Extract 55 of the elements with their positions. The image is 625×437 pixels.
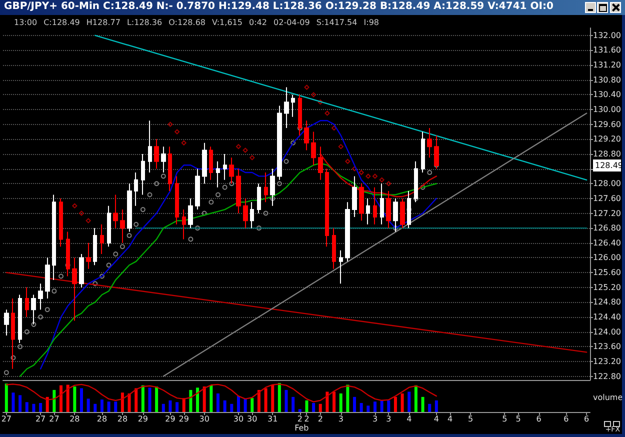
y-tick-label: 130.00: [593, 105, 621, 114]
x-tick-label: 5: [468, 414, 474, 424]
x-tick-label: 28: [70, 414, 80, 424]
x-tick-label: 30: [233, 414, 244, 424]
x-tick-label: 5: [516, 414, 521, 424]
x-tick-label: 3: [338, 414, 344, 424]
x-tick-label: 3: [386, 414, 392, 424]
x-tick-label: 2: [297, 414, 302, 424]
chart-title: GBP/JPY+ 60-Min C:128.49 N:- 0.7870 H:129.48 L:128.36 O:129.28 B:128.49 A:128.59 V:4741 OI:0: [4, 1, 554, 12]
x-tick-label: 6: [584, 414, 590, 424]
y-tick-label: 131.20: [593, 60, 621, 70]
y-tick-label: 130.40: [593, 90, 621, 100]
x-tick-label: 6: [564, 414, 569, 424]
y-axis-title: volume: [593, 393, 623, 402]
y-tick-label: 131.60: [593, 46, 621, 55]
x-tick-label: 29: [165, 414, 176, 424]
y-tick-label: 129.60: [593, 120, 621, 129]
y-tick-label: 129.20: [593, 134, 621, 144]
y-tick-label: 123.60: [593, 342, 621, 352]
x-tick-label: 28: [117, 414, 128, 424]
y-tick-label: 124.80: [593, 298, 621, 307]
x-tick-label: 28: [96, 414, 108, 424]
text: Feb: [294, 424, 309, 432]
y-tick-label: 132.00: [593, 30, 621, 40]
y-tick-label: 125.20: [593, 282, 621, 292]
y-tick-label: 127.20: [593, 208, 621, 218]
y-tick-label: 125.60: [593, 268, 621, 278]
x-tick-label: 29: [138, 414, 148, 424]
x-tick-label: 31: [268, 414, 278, 424]
x-tick-label: 6: [536, 414, 542, 424]
x-tick-label: 3: [372, 414, 378, 424]
x-tick-label: 2: [304, 414, 310, 424]
y-tick-label: 124.40: [593, 312, 621, 322]
y-tick-label: 126.00: [593, 253, 621, 262]
y-tick-label: 126.40: [593, 238, 621, 248]
x-tick-label: 27: [35, 414, 46, 424]
chart-subtitle: 13:00 C:128.49 H128.77 L:128.36 O:128.68 V:1,615 0:42 02-04-09 S:1417.54 I:98: [14, 18, 379, 27]
y-tick-label: 127.60: [593, 194, 621, 203]
x-tick-label: 5: [502, 414, 508, 424]
y-tick-label: 123.20: [593, 356, 621, 366]
x-tick-label: 4: [406, 414, 412, 424]
y-tick-label: 128.00: [593, 179, 621, 188]
x-tick-label: 27: [49, 414, 60, 424]
x-tick-label: 4: [448, 414, 453, 424]
y-tick-label: 124.00: [593, 327, 621, 336]
y-tick-label: 128.80: [593, 149, 621, 158]
x-tick-label: 30: [199, 414, 210, 424]
x-tick-label: 30: [247, 414, 258, 424]
y-tick-label: 122.80: [593, 372, 621, 381]
y-tick-label: 130.80: [593, 75, 621, 84]
x-tick-label: 27: [1, 414, 12, 424]
x-tick-label: 2: [318, 414, 323, 424]
x-tick-label: 29: [178, 414, 189, 424]
x-tick-label: 4: [434, 414, 439, 424]
y-tick-label: 126.80: [593, 224, 621, 233]
